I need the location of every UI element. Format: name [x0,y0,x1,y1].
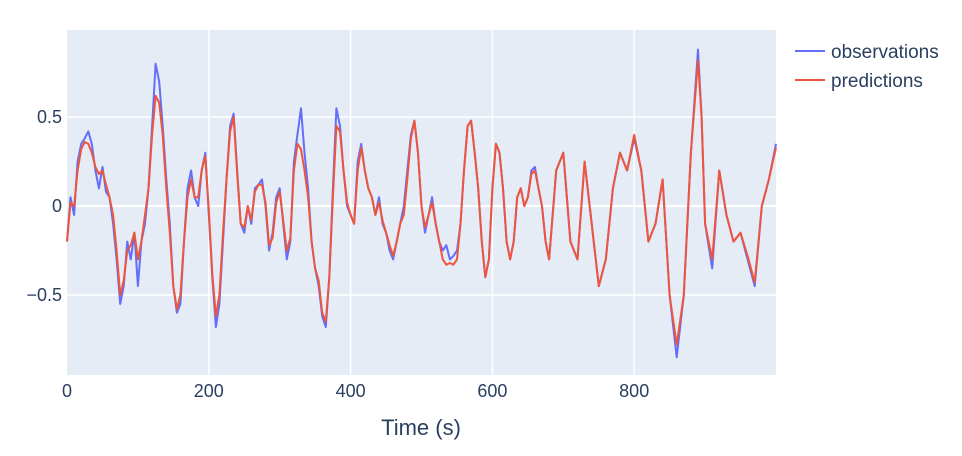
x-axis-label: Time (s) [381,415,461,440]
legend: observations predictions [795,42,939,92]
x-axis-ticks: 0 200 400 600 800 [62,381,649,401]
x-tick-label: 800 [619,381,649,401]
x-tick-label: 400 [336,381,366,401]
y-tick-label: −0.5 [26,285,62,305]
y-tick-label: 0.5 [37,107,62,127]
series-line-predictions [66,59,777,346]
legend-label: predictions [831,71,923,92]
x-tick-label: 0 [62,381,72,401]
y-tick-label: 0 [52,196,62,216]
series-lines [66,48,777,359]
y-axis-ticks: −0.5 0 0.5 [26,107,62,305]
x-tick-label: 200 [194,381,224,401]
legend-label: observations [831,42,939,63]
x-tick-label: 600 [477,381,507,401]
